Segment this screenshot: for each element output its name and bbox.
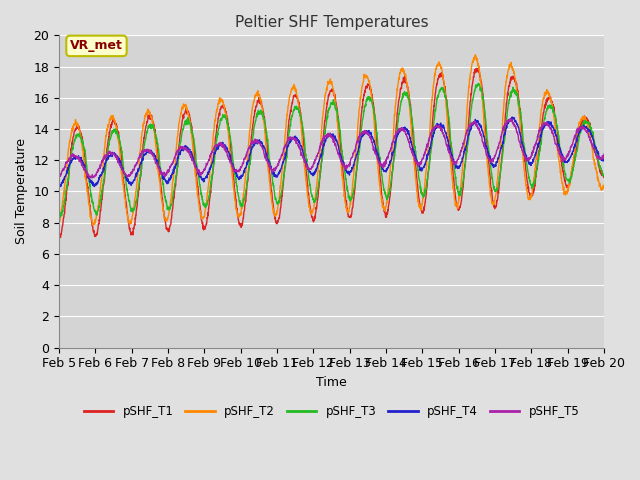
pSHF_T1 xyxy=(55,233,63,239)
Line: pSHF_T3: pSHF_T3 xyxy=(59,84,604,217)
pSHF_T5 xyxy=(507,116,515,122)
pSHF_T4 xyxy=(55,182,63,188)
pSHF_T3 xyxy=(485,147,493,153)
pSHF_T4 xyxy=(600,157,608,163)
pSHF_T5 xyxy=(306,166,314,171)
pSHF_T2 xyxy=(89,222,97,228)
pSHF_T3 xyxy=(474,81,482,86)
pSHF_T2 xyxy=(306,205,314,211)
pSHF_T4 xyxy=(83,170,91,176)
pSHF_T3 xyxy=(321,133,328,139)
pSHF_T4 xyxy=(584,126,592,132)
pSHF_T1 xyxy=(56,235,63,240)
pSHF_T3 xyxy=(600,172,608,178)
pSHF_T5 xyxy=(83,169,91,175)
pSHF_T1 xyxy=(600,175,608,180)
pSHF_T4 xyxy=(306,169,314,175)
pSHF_T4 xyxy=(484,150,492,156)
Text: VR_met: VR_met xyxy=(70,39,123,52)
Title: Peltier SHF Temperatures: Peltier SHF Temperatures xyxy=(235,15,428,30)
pSHF_T5 xyxy=(86,175,93,181)
pSHF_T2 xyxy=(584,124,592,130)
pSHF_T2 xyxy=(321,100,328,106)
pSHF_T1 xyxy=(321,122,328,128)
pSHF_T5 xyxy=(55,172,63,178)
pSHF_T2 xyxy=(485,174,493,180)
pSHF_T1 xyxy=(485,160,493,166)
pSHF_T5 xyxy=(585,134,593,140)
pSHF_T1 xyxy=(472,65,480,71)
pSHF_T2 xyxy=(600,185,608,191)
pSHF_T5 xyxy=(584,132,592,138)
pSHF_T5 xyxy=(600,151,608,157)
pSHF_T3 xyxy=(83,168,91,173)
pSHF_T1 xyxy=(584,119,592,125)
pSHF_T3 xyxy=(306,181,314,187)
pSHF_T4 xyxy=(321,141,328,147)
pSHF_T3 xyxy=(584,121,592,127)
X-axis label: Time: Time xyxy=(316,376,347,389)
pSHF_T3 xyxy=(585,120,593,126)
Legend: pSHF_T1, pSHF_T2, pSHF_T3, pSHF_T4, pSHF_T5: pSHF_T1, pSHF_T2, pSHF_T3, pSHF_T4, pSHF… xyxy=(79,400,584,423)
pSHF_T4 xyxy=(508,114,516,120)
pSHF_T1 xyxy=(585,120,593,126)
pSHF_T5 xyxy=(321,136,328,142)
pSHF_T3 xyxy=(56,214,64,220)
Line: pSHF_T2: pSHF_T2 xyxy=(59,55,604,225)
Line: pSHF_T1: pSHF_T1 xyxy=(59,68,604,238)
pSHF_T3 xyxy=(55,211,63,216)
pSHF_T2 xyxy=(55,222,63,228)
pSHF_T1 xyxy=(306,205,314,211)
Line: pSHF_T5: pSHF_T5 xyxy=(59,119,604,178)
pSHF_T4 xyxy=(56,184,63,190)
pSHF_T5 xyxy=(484,155,492,161)
pSHF_T2 xyxy=(585,126,593,132)
Y-axis label: Soil Temperature: Soil Temperature xyxy=(15,138,28,244)
pSHF_T4 xyxy=(585,129,593,134)
pSHF_T2 xyxy=(472,52,479,58)
pSHF_T1 xyxy=(83,181,91,187)
Line: pSHF_T4: pSHF_T4 xyxy=(59,117,604,187)
pSHF_T2 xyxy=(83,185,91,191)
